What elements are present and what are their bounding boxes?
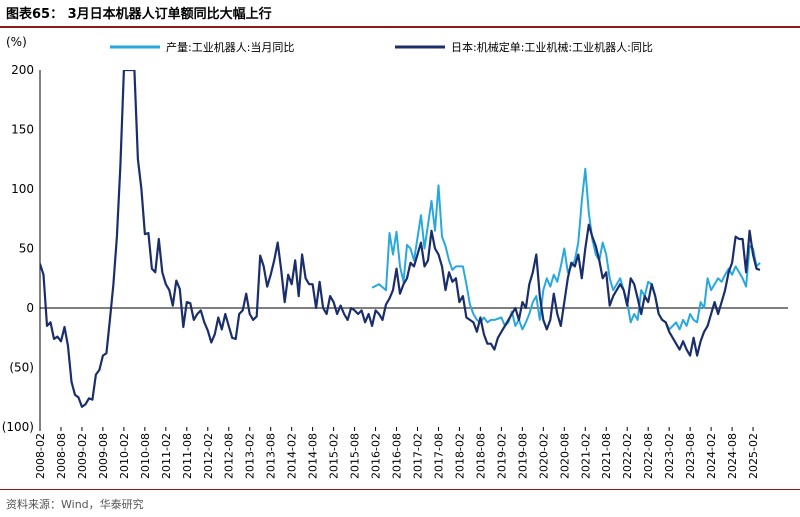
- series-lines: [40, 70, 761, 408]
- series-line-2: [40, 70, 761, 408]
- x-tick-label: 2011-02: [160, 433, 173, 479]
- x-tick-label: 2024-02: [705, 433, 718, 479]
- x-tick-label: 2014-02: [286, 433, 299, 479]
- x-tick-label: 2016-08: [391, 433, 404, 479]
- footer-divider: [0, 489, 800, 490]
- legend-label-2: 日本:机械定单:工业机械:工业机器人:同比: [451, 40, 653, 54]
- x-tick-label: 2022-08: [642, 433, 655, 479]
- x-tick-label: 2022-02: [621, 433, 634, 479]
- x-tick-label: 2012-08: [223, 433, 236, 479]
- x-tick-label: 2019-02: [495, 433, 508, 479]
- legend-label-1: 产量:工业机器人:当月同比: [166, 40, 294, 54]
- x-tick-label: 2017-02: [411, 433, 424, 479]
- y-axis-unit-label: (%): [6, 35, 27, 49]
- y-tick-label: 0: [26, 301, 34, 315]
- x-tick-label: 2016-02: [370, 433, 383, 479]
- x-tick-label: 2014-08: [307, 433, 320, 479]
- x-tick-label: 2009-08: [97, 433, 110, 479]
- x-tick-label: 2020-08: [558, 433, 571, 479]
- x-tick-label: 2018-08: [474, 433, 487, 479]
- x-tick-label: 2021-08: [600, 433, 613, 479]
- legend: 产量:工业机器人:当月同比 日本:机械定单:工业机械:工业机器人:同比: [110, 40, 653, 54]
- x-tick-label: 2018-02: [453, 433, 466, 479]
- x-tick-label: 2017-08: [432, 433, 445, 479]
- x-tick-label: 2008-08: [55, 433, 68, 479]
- x-tick-label: 2015-08: [349, 433, 362, 479]
- x-tick-label: 2008-02: [34, 433, 47, 479]
- y-tick-label: 200: [11, 63, 34, 77]
- y-tick-labels: 200 150 100 50 0 (50) (100): [2, 63, 34, 434]
- x-tick-label: 2013-02: [244, 433, 257, 479]
- x-tick-label: 2021-02: [579, 433, 592, 479]
- y-tick-label: (100): [2, 420, 34, 434]
- x-tick-label: 2010-02: [118, 433, 131, 479]
- y-tick-label: 150: [11, 123, 34, 137]
- x-tick-label: 2015-02: [328, 433, 341, 479]
- x-tick-label: 2019-08: [516, 433, 529, 479]
- x-tick-label: 2009-02: [76, 433, 89, 479]
- x-tick-label: 2020-02: [537, 433, 550, 479]
- series-line-1: [371, 167, 761, 331]
- chart-title: 图表65： 3月日本机器人订单额同比大幅上行: [6, 7, 272, 22]
- x-tick-label: 2013-08: [265, 433, 278, 479]
- y-tick-label: 50: [19, 242, 34, 256]
- title-divider: [0, 26, 800, 28]
- x-tick-label: 2023-02: [663, 433, 676, 479]
- x-tick-label: 2011-08: [181, 433, 194, 479]
- x-tick-labels: 2008-02 2008-08 2009-02 2009-08 2010-02 2010-…: [34, 427, 760, 479]
- source-note: 资料来源：Wind，华泰研究: [6, 498, 144, 511]
- x-tick-label: 2010-08: [139, 433, 152, 479]
- x-tick-label: 2024-08: [726, 433, 739, 479]
- y-tick-label: (50): [9, 361, 34, 375]
- y-tick-label: 100: [11, 182, 34, 196]
- x-tick-label: 2023-08: [684, 433, 697, 479]
- x-tick-label: 2012-02: [202, 433, 215, 479]
- x-tick-label: 2025-02: [747, 433, 760, 479]
